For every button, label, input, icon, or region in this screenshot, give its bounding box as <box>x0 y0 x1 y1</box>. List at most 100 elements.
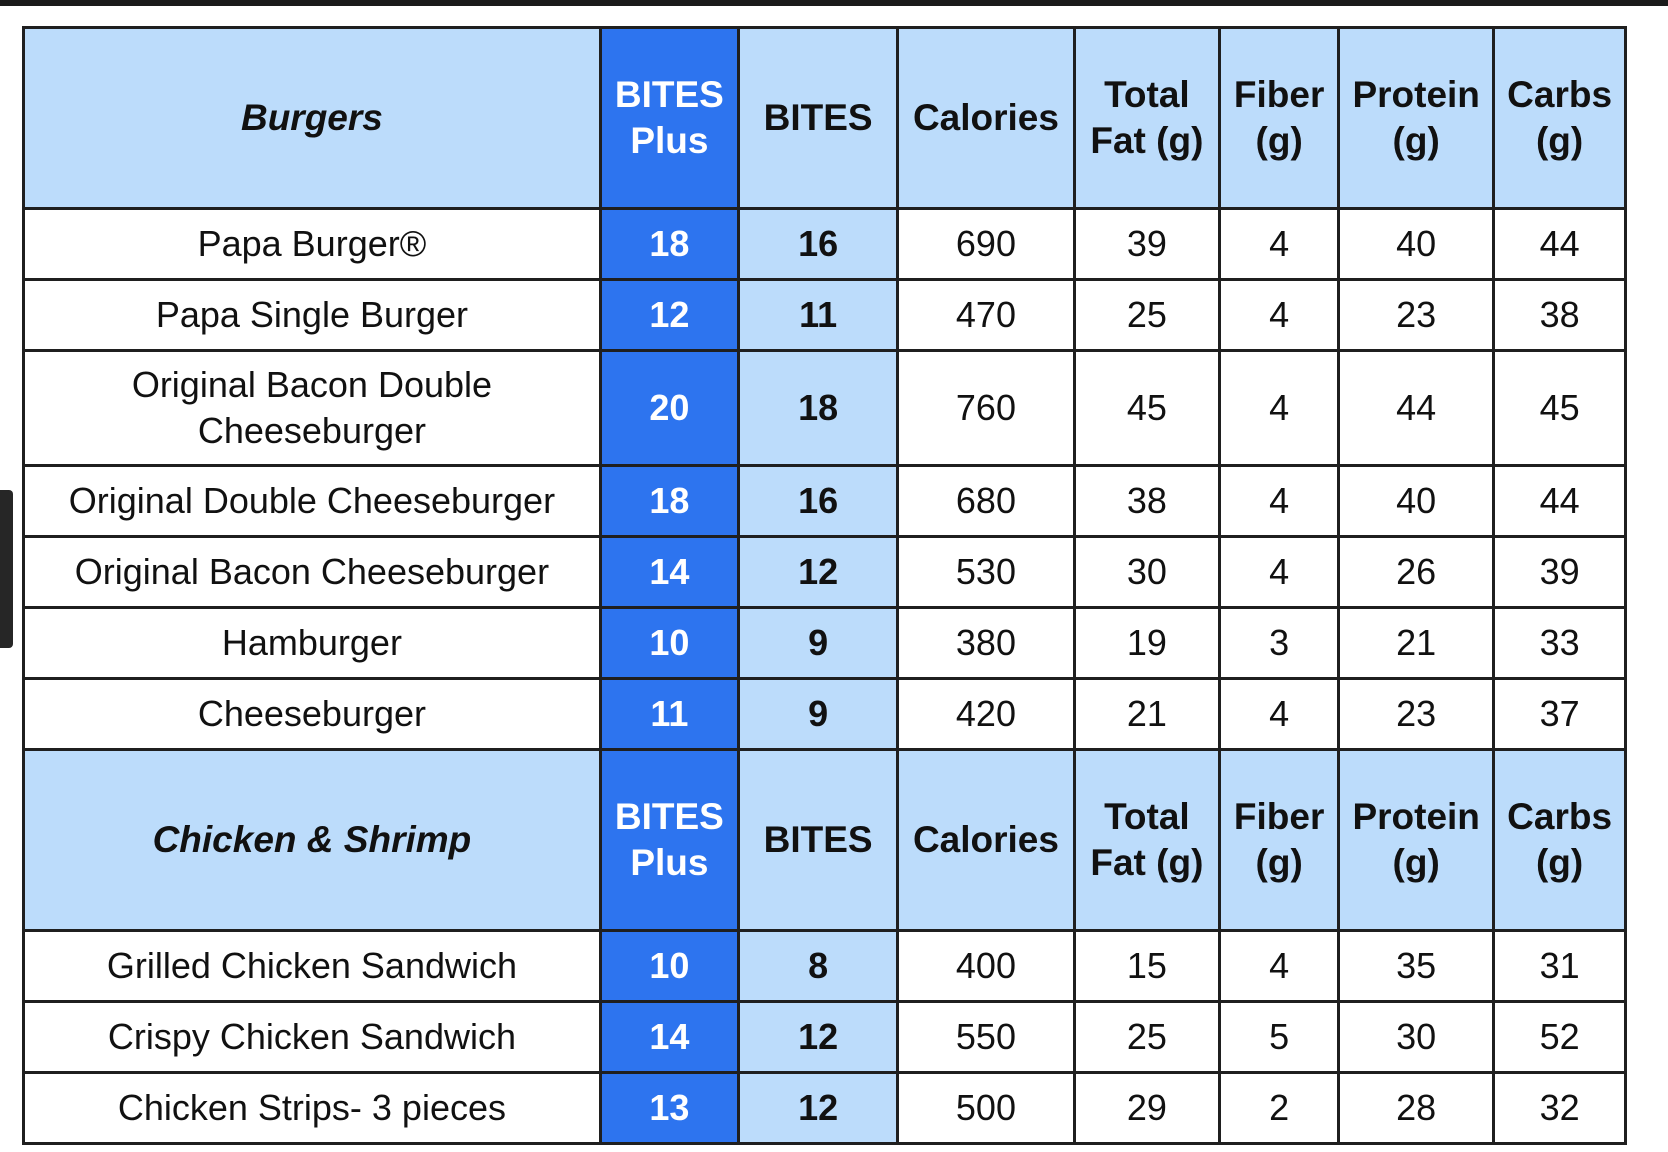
category-title-chicken-shrimp: Chicken & Shrimp <box>22 748 602 932</box>
item-name: Papa Burger® <box>22 207 602 281</box>
header-bites-plus: BITES Plus <box>598 748 740 932</box>
bites-value: 16 <box>736 207 900 281</box>
fiber-value: 4 <box>1218 464 1341 538</box>
protein-value: 44 <box>1337 349 1496 467</box>
fiber-value: 2 <box>1218 1071 1341 1145</box>
top-border-bar <box>0 0 1668 6</box>
carbs-value: 37 <box>1492 677 1627 751</box>
bites-value: 12 <box>736 1071 900 1145</box>
total-fat-value: 39 <box>1072 207 1222 281</box>
table-row: Hamburger 10 9 380 19 3 21 33 <box>22 606 1627 680</box>
fiber-value: 4 <box>1218 278 1341 352</box>
total-fat-value: 25 <box>1072 278 1222 352</box>
carbs-value: 39 <box>1492 535 1627 609</box>
bites-value: 9 <box>736 606 900 680</box>
item-name: Original Bacon Cheeseburger <box>22 535 602 609</box>
fiber-value: 4 <box>1218 677 1341 751</box>
carbs-value: 44 <box>1492 464 1627 538</box>
bites-plus-value: 20 <box>598 349 740 467</box>
bites-plus-value: 18 <box>598 207 740 281</box>
calories-value: 760 <box>896 349 1076 467</box>
bites-plus-value: 18 <box>598 464 740 538</box>
table-row: Original Bacon Cheeseburger 14 12 530 30… <box>22 535 1627 609</box>
bites-value: 8 <box>736 929 900 1003</box>
item-name: Hamburger <box>22 606 602 680</box>
header-total-fat: Total Fat (g) <box>1072 26 1222 210</box>
carbs-value: 31 <box>1492 929 1627 1003</box>
item-name: Cheeseburger <box>22 677 602 751</box>
total-fat-value: 21 <box>1072 677 1222 751</box>
header-carbs: Carbs (g) <box>1492 26 1627 210</box>
bites-value: 18 <box>736 349 900 467</box>
chicken-shrimp-header-row: Chicken & Shrimp BITES Plus BITES Calori… <box>22 748 1627 932</box>
total-fat-value: 45 <box>1072 349 1222 467</box>
fiber-value: 4 <box>1218 349 1341 467</box>
bites-value: 11 <box>736 278 900 352</box>
total-fat-value: 38 <box>1072 464 1222 538</box>
protein-value: 30 <box>1337 1000 1496 1074</box>
calories-value: 380 <box>896 606 1076 680</box>
bites-plus-value: 11 <box>598 677 740 751</box>
bites-plus-value: 14 <box>598 1000 740 1074</box>
header-protein: Protein (g) <box>1337 748 1496 932</box>
bites-value: 12 <box>736 1000 900 1074</box>
table-row: Cheeseburger 11 9 420 21 4 23 37 <box>22 677 1627 751</box>
bites-plus-value: 14 <box>598 535 740 609</box>
fiber-value: 3 <box>1218 606 1341 680</box>
protein-value: 21 <box>1337 606 1496 680</box>
bites-plus-value: 13 <box>598 1071 740 1145</box>
item-name: Original Double Cheeseburger <box>22 464 602 538</box>
fiber-value: 4 <box>1218 207 1341 281</box>
header-fiber: Fiber (g) <box>1218 26 1341 210</box>
carbs-value: 44 <box>1492 207 1627 281</box>
fiber-value: 4 <box>1218 535 1341 609</box>
bites-value: 12 <box>736 535 900 609</box>
carbs-value: 32 <box>1492 1071 1627 1145</box>
bites-plus-value: 12 <box>598 278 740 352</box>
calories-value: 470 <box>896 278 1076 352</box>
calories-value: 500 <box>896 1071 1076 1145</box>
table-row: Original Double Cheeseburger 18 16 680 3… <box>22 464 1627 538</box>
carbs-value: 38 <box>1492 278 1627 352</box>
header-bites: BITES <box>736 26 900 210</box>
calories-value: 400 <box>896 929 1076 1003</box>
category-title-burgers: Burgers <box>22 26 602 210</box>
protein-value: 23 <box>1337 278 1496 352</box>
calories-value: 550 <box>896 1000 1076 1074</box>
header-carbs: Carbs (g) <box>1492 748 1627 932</box>
calories-value: 420 <box>896 677 1076 751</box>
header-calories: Calories <box>896 748 1076 932</box>
calories-value: 690 <box>896 207 1076 281</box>
calories-value: 530 <box>896 535 1076 609</box>
carbs-value: 33 <box>1492 606 1627 680</box>
total-fat-value: 29 <box>1072 1071 1222 1145</box>
total-fat-value: 19 <box>1072 606 1222 680</box>
table-row: Crispy Chicken Sandwich 14 12 550 25 5 3… <box>22 1000 1627 1074</box>
total-fat-value: 30 <box>1072 535 1222 609</box>
bites-plus-value: 10 <box>598 606 740 680</box>
total-fat-value: 25 <box>1072 1000 1222 1074</box>
header-bites: BITES <box>736 748 900 932</box>
table-row: Papa Burger® 18 16 690 39 4 40 44 <box>22 207 1627 281</box>
protein-value: 40 <box>1337 207 1496 281</box>
table-row: Original Bacon Double Cheeseburger 20 18… <box>22 349 1627 467</box>
side-scroll-tab[interactable] <box>0 490 13 648</box>
total-fat-value: 15 <box>1072 929 1222 1003</box>
protein-value: 26 <box>1337 535 1496 609</box>
nutrition-table: Burgers BITES Plus BITES Calories Total … <box>22 26 1627 1145</box>
item-name: Chicken Strips- 3 pieces <box>22 1071 602 1145</box>
protein-value: 28 <box>1337 1071 1496 1145</box>
burgers-header-row: Burgers BITES Plus BITES Calories Total … <box>22 26 1627 210</box>
table-row: Chicken Strips- 3 pieces 13 12 500 29 2 … <box>22 1071 1627 1145</box>
item-name: Grilled Chicken Sandwich <box>22 929 602 1003</box>
carbs-value: 52 <box>1492 1000 1627 1074</box>
protein-value: 23 <box>1337 677 1496 751</box>
bites-plus-value: 10 <box>598 929 740 1003</box>
item-name: Original Bacon Double Cheeseburger <box>22 349 602 467</box>
header-protein: Protein (g) <box>1337 26 1496 210</box>
item-name: Crispy Chicken Sandwich <box>22 1000 602 1074</box>
protein-value: 40 <box>1337 464 1496 538</box>
carbs-value: 45 <box>1492 349 1627 467</box>
table-row: Grilled Chicken Sandwich 10 8 400 15 4 3… <box>22 929 1627 1003</box>
fiber-value: 4 <box>1218 929 1341 1003</box>
